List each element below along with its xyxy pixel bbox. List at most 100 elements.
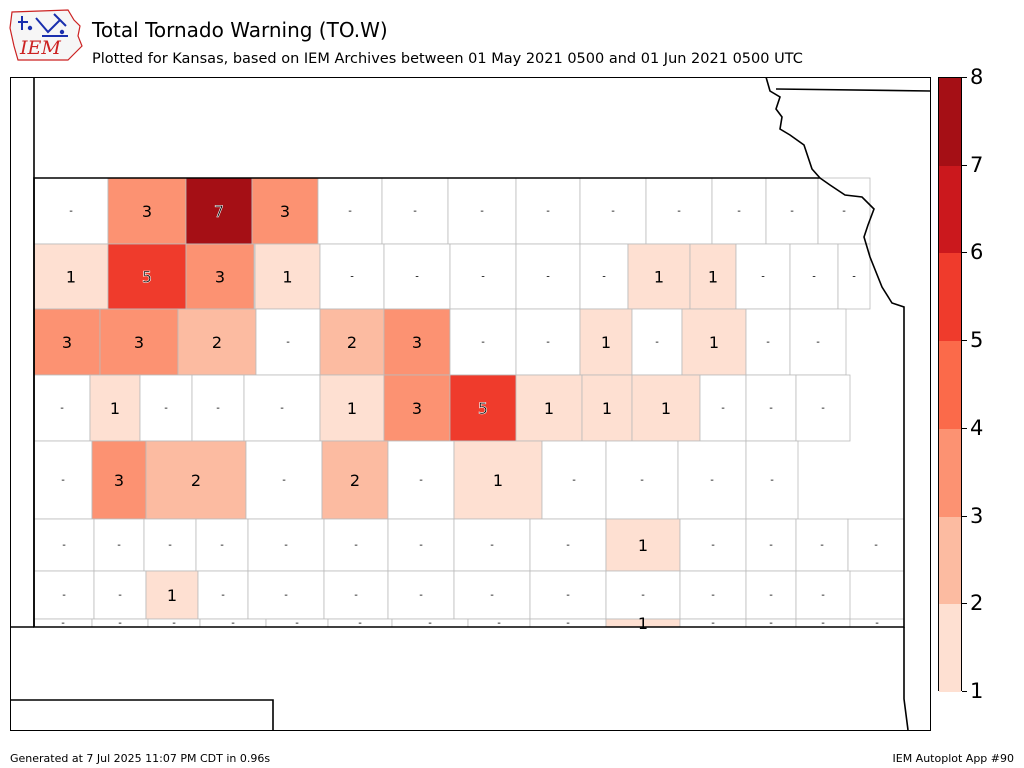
- autoplot-footer: IEM Autoplot App #90: [892, 752, 1015, 765]
- county-count-label: 1: [167, 586, 177, 605]
- county-fill: [243, 374, 321, 442]
- colorbar-segment: [939, 604, 961, 692]
- county-cell: -: [541, 440, 607, 520]
- county-cell: 2: [319, 308, 385, 376]
- county-count-label: 1: [544, 399, 554, 418]
- county-fill: [579, 308, 633, 376]
- county-fill: [319, 374, 385, 442]
- county-cell: -: [245, 440, 323, 520]
- county-cell: -: [33, 570, 95, 620]
- county-cell: -: [33, 518, 95, 572]
- county-count-label: 2: [350, 471, 360, 490]
- county-count-label: -: [354, 590, 358, 601]
- county-cell: 3: [99, 308, 179, 376]
- county-cell: -: [387, 570, 455, 620]
- county-cell: 3: [91, 440, 147, 520]
- county-count-label: -: [710, 475, 714, 486]
- county-cell: -: [319, 243, 385, 310]
- county-count-label: -: [821, 618, 825, 629]
- county-cell: 5: [449, 374, 517, 442]
- county-cell: -: [679, 518, 747, 572]
- county-fill: [745, 308, 791, 376]
- county-fill: [383, 243, 451, 310]
- county-count-label: -: [641, 590, 645, 601]
- county-fill: [33, 374, 91, 442]
- county-fill: [89, 374, 141, 442]
- generated-footer: Generated at 7 Jul 2025 11:07 PM CDT in …: [10, 752, 271, 765]
- county-cell: -: [745, 570, 797, 620]
- county-fill: [631, 308, 683, 376]
- county-fill: [745, 374, 797, 442]
- county-count-label: -: [546, 206, 550, 217]
- county-fill: [579, 243, 629, 310]
- county-cell: 1: [254, 243, 321, 310]
- county-fill: [679, 518, 747, 572]
- county-cell: -: [679, 570, 747, 620]
- county-count-label: 1: [66, 268, 76, 287]
- county-cell: 1: [515, 374, 583, 442]
- county-cell: -: [837, 243, 871, 310]
- county-fill: [765, 177, 819, 245]
- county-fill: [143, 518, 197, 572]
- county-count-label: -: [61, 475, 65, 486]
- county-count-label: 1: [110, 399, 120, 418]
- county-fill: [837, 243, 871, 310]
- county-cell: -: [817, 177, 871, 245]
- county-fill: [605, 518, 681, 572]
- county-count-label: -: [566, 618, 570, 629]
- county-count-label: -: [286, 337, 290, 348]
- county-count-label: -: [711, 618, 715, 629]
- county-cell: 2: [321, 440, 389, 520]
- colorbar-tick: [962, 515, 967, 517]
- county-count-label: 3: [412, 399, 422, 418]
- iem-logo: IEM: [8, 6, 84, 64]
- colorbar-tick: [962, 77, 967, 78]
- county-count-label: 1: [709, 333, 719, 352]
- county-cell: -: [247, 518, 325, 572]
- colorbar-tick-label: 1: [970, 679, 984, 703]
- county-count-label: -: [354, 540, 358, 551]
- colorbar-tick-label: 3: [970, 503, 984, 528]
- county-count-label: -: [282, 475, 286, 486]
- county-count-label: -: [284, 590, 288, 601]
- colorbar-tick: [962, 691, 967, 692]
- county-count-label: -: [852, 272, 856, 283]
- county-cell: 1: [605, 518, 681, 572]
- county-fill: [699, 374, 747, 442]
- county-cell: -: [453, 518, 531, 572]
- county-fill: [323, 518, 389, 572]
- county-count-label: 1: [493, 471, 503, 490]
- county-cell: -: [745, 374, 797, 442]
- county-count-label: -: [761, 272, 765, 283]
- county-cell: 1: [579, 308, 633, 376]
- county-count-label: -: [220, 540, 224, 551]
- county-count-label: -: [348, 206, 352, 217]
- county-cell: -: [143, 518, 197, 572]
- county-count-label: -: [62, 590, 66, 601]
- county-cell: 1: [631, 374, 701, 442]
- county-fill: [449, 308, 517, 376]
- county-cell: -: [323, 518, 389, 572]
- county-fill: [319, 243, 385, 310]
- county-fill: [33, 243, 109, 310]
- county-count-label: -: [480, 206, 484, 217]
- county-count-label: -: [711, 540, 715, 551]
- county-fill: [197, 570, 249, 620]
- county-fill: [453, 570, 531, 620]
- county-cell: 3: [383, 308, 451, 376]
- county-cell: -: [383, 243, 451, 310]
- chart-title: Total Tornado Warning (TO.W): [92, 18, 388, 42]
- county-cell: -: [795, 374, 851, 442]
- county-count-label: -: [737, 206, 741, 217]
- county-count-label: -: [874, 540, 878, 551]
- county-cell: -: [699, 374, 747, 442]
- county-count-label: -: [60, 403, 64, 414]
- county-cell: 1: [681, 308, 747, 376]
- county-count-label: -: [172, 618, 176, 629]
- county-cell: -: [605, 440, 679, 520]
- county-fill: [447, 177, 517, 245]
- county-cell: 3: [185, 243, 255, 310]
- county-fill: [107, 243, 187, 310]
- county-fill: [605, 440, 679, 520]
- colorbar-tick: [962, 427, 967, 429]
